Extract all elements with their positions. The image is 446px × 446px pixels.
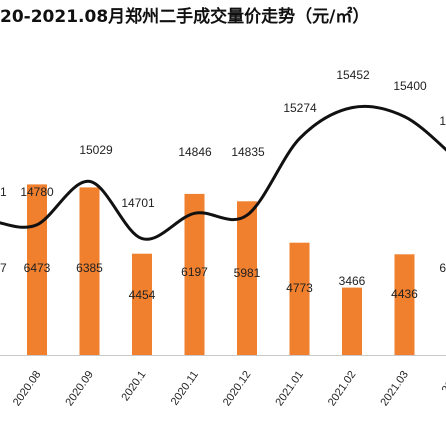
x-tick-2021.01: 2021.01 [273, 369, 306, 408]
bar-2021.01 [289, 242, 310, 355]
bar-label-2020.08: 6473 [24, 261, 51, 275]
bar-label-2020.11: 6197 [181, 265, 208, 279]
bar-2020.12 [237, 201, 257, 355]
line-label-2020.11: 14846 [178, 145, 212, 159]
bar-label-2021.03: 4436 [391, 287, 418, 301]
line-label-2021.02: 15452 [336, 68, 370, 82]
x-tick-2021: 2021 [440, 369, 446, 396]
bar-2020.1 [132, 253, 152, 355]
bar-label-2021.02: 3466 [339, 274, 366, 288]
bar-2021.02 [342, 287, 362, 355]
x-tick-2020.12: 2020.12 [221, 369, 254, 408]
line-label-2020.1: 14701 [121, 196, 155, 210]
price-line [0, 104, 446, 241]
bar-label-partial-left: 7 [0, 261, 7, 275]
x-tick-2020.08: 2020.08 [11, 369, 44, 408]
bar-label-2021: 6 [439, 261, 446, 275]
x-tick-2020.1: 2020.1 [119, 369, 148, 403]
line-label-2020.08: 14780 [20, 185, 54, 199]
x-tick-2020.09: 2020.09 [63, 369, 96, 408]
line-label-2020.12: 14835 [231, 145, 265, 159]
bar-2020.09 [79, 187, 100, 355]
bar-2021.03 [394, 254, 415, 355]
bar-label-2021.01: 4773 [286, 281, 313, 295]
bar-label-2020.12: 5981 [234, 266, 261, 280]
line-label-2021.01: 15274 [283, 101, 317, 115]
bar-2020.11 [184, 193, 205, 355]
x-tick-2020.11: 2020.11 [169, 369, 201, 408]
x-tick-2021.02: 2021.02 [326, 369, 359, 408]
line-label-partial-left: 1 [0, 185, 7, 199]
line-label-2020.09: 15029 [79, 143, 113, 157]
chart-title: 20-2021.08月郑州二手成交量价走势（元/㎡） [0, 7, 370, 27]
bar-label-2020.09: 6385 [76, 261, 103, 275]
bar-label-2020.1: 4454 [129, 288, 156, 302]
line-label-2021: 1 [439, 114, 446, 128]
line-label-2021.03: 15400 [393, 79, 427, 93]
x-tick-2021.03: 2021.03 [378, 369, 411, 408]
